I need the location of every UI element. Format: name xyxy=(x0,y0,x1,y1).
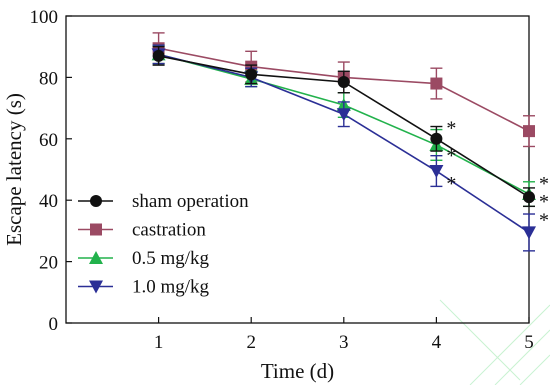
data-point-sham-operation-4 xyxy=(430,132,443,145)
data-point-sham-operation-3 xyxy=(337,76,350,89)
x-tick-label-2: 2 xyxy=(246,332,256,353)
significance-star-0: * xyxy=(446,118,456,140)
y-tick-label-80: 80 xyxy=(39,68,58,89)
x-axis-label: Time (d) xyxy=(261,359,334,383)
y-tick-label-100: 100 xyxy=(30,7,59,28)
legend-marker-sham-operation xyxy=(90,195,102,207)
y-tick-label-60: 60 xyxy=(39,130,58,151)
data-point-sham-operation-2 xyxy=(245,68,258,81)
significance-star-5: * xyxy=(539,210,549,232)
legend-label-sham-operation: sham operation xyxy=(132,191,249,212)
x-tick-label-3: 3 xyxy=(339,332,349,353)
data-point-1-0-mg-kg-5 xyxy=(522,226,536,240)
significance-star-1: * xyxy=(446,145,456,167)
legend: sham operation castration 0.5 mg/kg 1.0 mg/… xyxy=(78,191,249,298)
series-layer xyxy=(151,32,536,252)
y-axis-label: Escape latency (s) xyxy=(2,93,26,246)
data-point-castration-4 xyxy=(430,77,443,90)
data-point-sham-operation-5 xyxy=(523,191,535,204)
y-tick-label-0: 0 xyxy=(49,314,59,335)
decoration-line-1 xyxy=(494,329,550,385)
significance-star-2: * xyxy=(446,173,456,195)
data-point-1-0-mg-kg-4 xyxy=(429,165,444,179)
y-tick-label-20: 20 xyxy=(39,253,58,274)
legend-marker-castration xyxy=(90,223,102,236)
decoration-line-3 xyxy=(439,299,521,381)
tick-labels: 0 20 40 60 80 100 1 2 3 4 5 xyxy=(30,7,534,353)
legend-marker-0-5-mg-kg xyxy=(89,251,103,264)
data-point-1-0-mg-kg-3 xyxy=(336,108,351,122)
legend-label-0-5-mg-kg: 0.5 mg/kg xyxy=(132,248,210,269)
axes xyxy=(65,15,530,324)
decoration-line-0 xyxy=(469,304,550,385)
x-tick-label-1: 1 xyxy=(154,332,164,353)
legend-marker-1-0-mg-kg xyxy=(89,280,103,294)
legend-label-1-0-mg-kg: 1.0 mg/kg xyxy=(132,277,210,298)
data-point-castration-5 xyxy=(523,125,535,138)
x-tick-label-5: 5 xyxy=(524,332,534,353)
legend-label-castration: castration xyxy=(132,220,206,241)
series-sham-operation xyxy=(152,46,535,208)
plot-frame xyxy=(65,15,530,324)
decoration-line-2 xyxy=(519,354,550,385)
x-tick-label-4: 4 xyxy=(432,332,442,353)
significance-annotations: *** *** xyxy=(446,118,549,232)
significance-star-4: * xyxy=(539,191,549,213)
data-point-sham-operation-1 xyxy=(152,49,165,62)
y-tick-label-40: 40 xyxy=(39,191,58,212)
significance-star-3: * xyxy=(539,173,549,195)
background-decoration xyxy=(439,299,550,385)
